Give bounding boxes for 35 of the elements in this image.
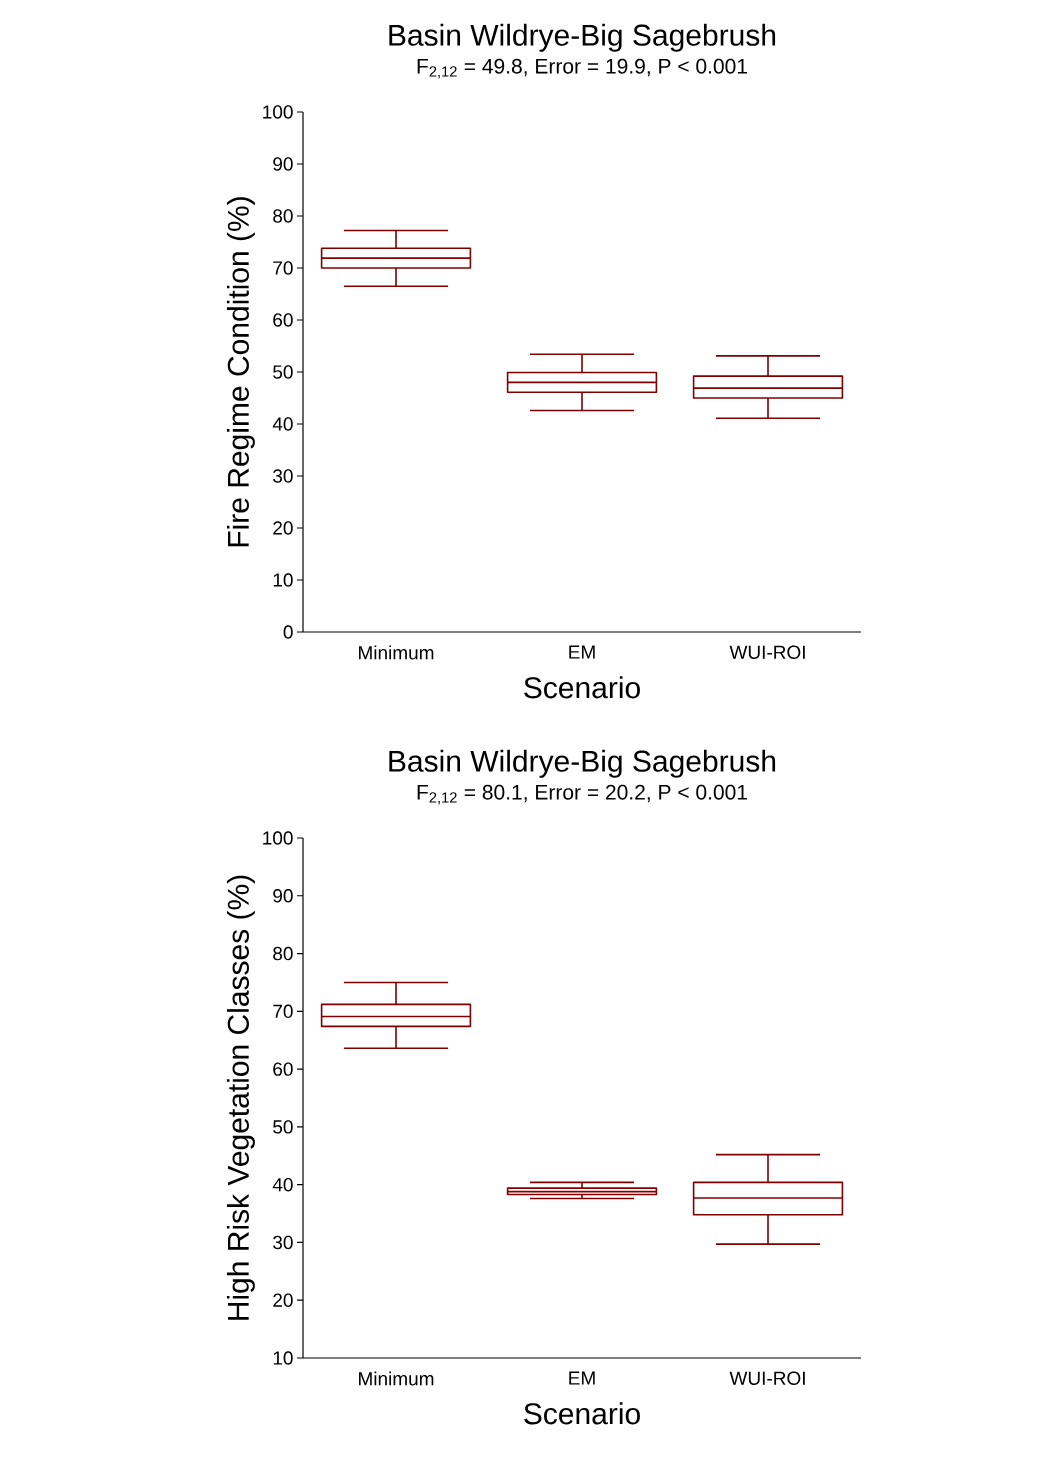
y-tick-label: 50 — [273, 1120, 293, 1134]
y-tick-label: 0 — [283, 625, 293, 639]
y-tick-label: 40 — [272, 417, 293, 431]
x-tick-label: EM — [569, 1371, 595, 1385]
y-tick-label: 80 — [273, 946, 293, 961]
y-tick-label: 40 — [272, 1177, 293, 1192]
x-tick-label: EM — [569, 645, 595, 659]
chart-subtitle: F$_{2,12}$ = 80.1, Error = 20.2, P < 0.001 — [417, 784, 747, 805]
y-tick-label: 10 — [273, 1351, 293, 1365]
y-tick-label: 10 — [273, 573, 293, 587]
x-tick-label: Minimum — [359, 1371, 434, 1386]
y-tick-label: 50 — [273, 365, 293, 379]
y-tick-label: 90 — [273, 889, 293, 903]
chart-title: Basin Wildrye-Big Sagebrush — [389, 749, 776, 778]
y-tick-label: 20 — [273, 521, 293, 535]
y-tick-label: 100 — [263, 105, 293, 119]
y-tick-label: 60 — [273, 313, 293, 327]
y-tick-label: 100 — [263, 831, 293, 845]
y-tick-label: 30 — [273, 469, 293, 483]
y-tick-label: 70 — [273, 1004, 293, 1019]
chart-title: Basin Wildrye-Big Sagebrush — [389, 23, 776, 52]
x-tick-label: Minimum — [359, 645, 434, 660]
chart-subtitle: F$_{2,12}$ = 49.8, Error = 19.9, P < 0.001 — [417, 58, 747, 79]
x-tick-label: WUI-ROI — [729, 1371, 805, 1385]
x-tick-label: WUI-ROI — [729, 645, 805, 659]
y-tick-label: 60 — [273, 1062, 293, 1076]
y-tick-label: 90 — [273, 157, 293, 171]
x-axis-title: Scenario — [524, 676, 640, 699]
y-axis-title: Fire Regime Condition (%) — [226, 197, 255, 547]
y-axis-title: High Risk Vegetation Classes (%) — [226, 875, 255, 1320]
y-tick-label: 80 — [273, 209, 293, 223]
y-tick-label: 70 — [273, 261, 293, 275]
y-tick-label: 30 — [273, 1235, 293, 1250]
x-axis-title: Scenario — [524, 1402, 640, 1425]
y-tick-label: 20 — [273, 1293, 293, 1307]
